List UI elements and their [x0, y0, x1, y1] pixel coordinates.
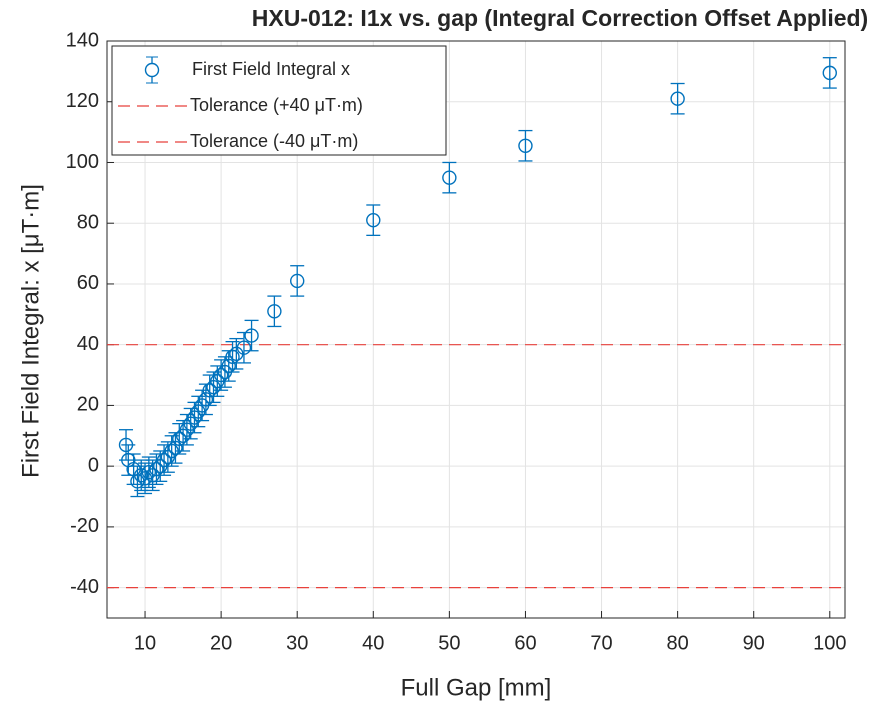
point	[366, 212, 381, 228]
x-tick-label: 90	[743, 632, 765, 654]
x-tick-label: 70	[590, 632, 612, 654]
y-tick-label: -40	[70, 576, 99, 598]
x-axis-label: Full Gap [mm]	[401, 674, 552, 701]
axes-box	[106, 40, 846, 619]
y-tick-label: 60	[77, 272, 99, 294]
x-tick-label: 30	[286, 632, 308, 654]
x-tick-label: 40	[362, 632, 384, 654]
point	[141, 465, 157, 480]
x-tick-label: 60	[514, 632, 536, 654]
y-tick-label: 80	[77, 211, 99, 233]
y-tick-label: 120	[66, 90, 99, 112]
y-axis-label: First Field Integral: x [μT·m]	[17, 184, 44, 478]
legend-label: Tolerance (+40 μT·m)	[190, 95, 363, 115]
point	[156, 452, 172, 468]
x-tick-label: 80	[666, 632, 688, 654]
legend-label: Tolerance (-40 μT·m)	[190, 131, 358, 151]
x-tick-label: 20	[210, 632, 232, 654]
point	[149, 461, 164, 477]
legend-marker	[144, 62, 160, 78]
point	[225, 349, 240, 365]
x-tick-label: 10	[134, 632, 156, 654]
point	[670, 91, 685, 106]
point	[518, 138, 533, 153]
point	[236, 340, 252, 355]
y-tick-label: 140	[66, 29, 99, 51]
point	[822, 65, 837, 81]
chart-title: HXU-012: I1x vs. gap (Integral Correctio…	[252, 5, 868, 31]
y-tick-label: 0	[88, 454, 99, 476]
y-tick-label: 40	[77, 333, 99, 355]
point	[213, 367, 229, 383]
point	[442, 170, 457, 185]
y-tick-label: 20	[77, 394, 99, 416]
x-tick-label: 100	[813, 632, 846, 654]
point	[267, 304, 282, 319]
point	[290, 273, 305, 289]
y-tick-label: 100	[66, 151, 99, 173]
legend-box	[111, 45, 447, 156]
y-tick-label: -20	[70, 515, 99, 537]
x-tick-label: 50	[438, 632, 460, 654]
point	[134, 468, 149, 483]
legend-label: First Field Integral x	[192, 59, 350, 79]
point	[244, 328, 259, 343]
